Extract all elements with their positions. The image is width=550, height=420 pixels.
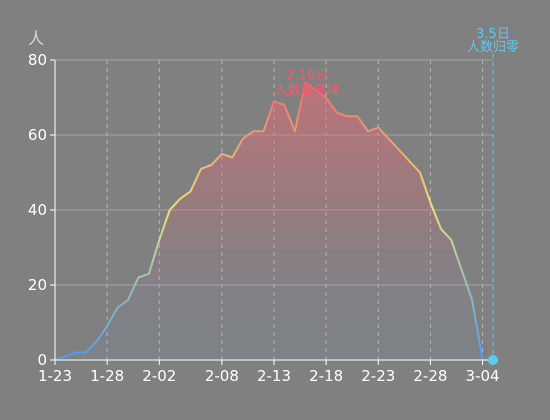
series-line-path	[54, 81, 493, 361]
zero-annotation-text: 人数归零	[467, 40, 519, 55]
y-tick-label: 20	[28, 276, 47, 294]
x-tick-label: 2-28	[413, 367, 447, 385]
y-tick-label: 80	[28, 51, 47, 69]
y-tick-labels: 0 20 40 60 80	[28, 51, 47, 369]
x-tick-label: 2-02	[142, 367, 176, 385]
series-line	[54, 81, 493, 361]
y-unit-label: 人	[28, 29, 44, 48]
area-path	[55, 82, 493, 360]
x-tick-label: 2-08	[205, 367, 239, 385]
zero-annotation: 3.5日 人数归零	[467, 27, 519, 365]
x-tick-label: 2-13	[257, 367, 291, 385]
peak-annotation: 2.16日 人数最高峰	[275, 69, 340, 99]
x-tick-label: 3-04	[466, 367, 500, 385]
x-tick-label: 2-18	[309, 367, 343, 385]
y-tick-label: 40	[28, 201, 47, 219]
peak-annotation-date: 2.16日	[286, 69, 328, 84]
zero-marker-dot	[488, 355, 498, 365]
y-tick-label: 60	[28, 126, 47, 144]
axes	[50, 59, 493, 365]
x-tick-labels: 1-23 1-28 2-02 2-08 2-13 2-18 2-23 2-28 3-04	[38, 367, 500, 385]
y-tick-label: 0	[37, 351, 47, 369]
x-tick-label: 1-23	[38, 367, 72, 385]
x-tick-label: 1-28	[90, 367, 124, 385]
area-fill	[55, 82, 493, 360]
peak-annotation-text: 人数最高峰	[275, 83, 340, 99]
zero-annotation-date: 3.5日	[476, 27, 510, 42]
x-tick-label: 2-23	[361, 367, 395, 385]
